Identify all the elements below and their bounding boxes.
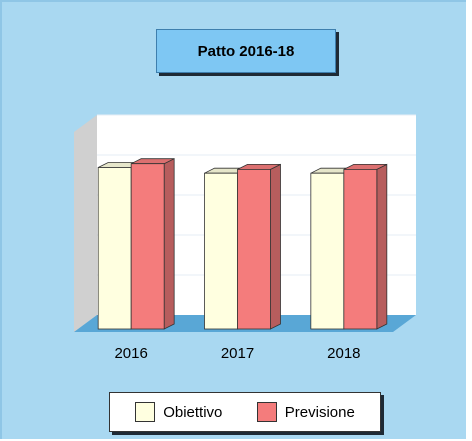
- bar-previsione-2017: [237, 163, 281, 330]
- chart-title: Patto 2016-18: [156, 29, 336, 73]
- x-tick-label: 2016: [114, 345, 147, 362]
- x-tick-label: 2018: [327, 345, 360, 362]
- plot-side-wall: [74, 115, 97, 332]
- legend-label-previsione: Previsione: [284, 403, 355, 421]
- legend-swatch-obiettivo: [135, 402, 156, 422]
- bar-front: [97, 167, 132, 330]
- bar-front: [343, 168, 378, 330]
- bar-front: [237, 168, 271, 330]
- bar-side: [376, 163, 388, 330]
- bar-previsione-2016: [130, 158, 175, 330]
- x-tick-label: 2017: [221, 345, 254, 362]
- legend: Obiettivo Previsione: [109, 392, 381, 432]
- legend-label-obiettivo: Obiettivo: [163, 403, 223, 421]
- bar-front: [310, 172, 345, 330]
- bar-front: [204, 172, 238, 330]
- legend-swatch-previsione: [256, 402, 277, 422]
- bar-side: [270, 163, 281, 330]
- bar-side: [163, 158, 175, 330]
- bar-previsione-2018: [343, 163, 388, 330]
- legend-item-previsione: Previsione: [256, 402, 355, 422]
- bar-front: [130, 163, 165, 330]
- legend-item-obiettivo: Obiettivo: [135, 402, 222, 422]
